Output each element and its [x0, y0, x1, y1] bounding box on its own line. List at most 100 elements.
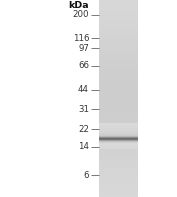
Bar [99, 132, 138, 133]
Bar [99, 169, 138, 172]
Text: 22: 22 [78, 125, 89, 134]
Bar [99, 123, 138, 124]
Bar [99, 147, 138, 150]
Bar [99, 14, 138, 17]
Bar [99, 143, 138, 144]
Bar [99, 165, 138, 167]
Bar [99, 147, 138, 148]
Bar [99, 155, 138, 158]
Bar [99, 54, 138, 57]
Bar [99, 2, 138, 5]
Bar [99, 144, 138, 145]
Bar [99, 17, 138, 20]
Bar [99, 9, 138, 12]
Bar [99, 120, 138, 123]
Bar [99, 93, 138, 96]
Bar [99, 0, 138, 2]
Bar [99, 179, 138, 182]
Bar [99, 69, 138, 72]
Bar [99, 194, 138, 197]
Text: 116: 116 [73, 34, 89, 43]
Bar [99, 157, 138, 160]
Bar [99, 118, 138, 121]
Bar [99, 140, 138, 143]
Bar [99, 123, 138, 126]
Bar [99, 139, 138, 140]
Bar [99, 136, 138, 137]
Bar [99, 56, 138, 59]
Bar [99, 22, 138, 25]
Bar [99, 134, 138, 135]
Bar [99, 34, 138, 37]
Text: 6: 6 [84, 171, 89, 180]
Bar [99, 184, 138, 187]
Bar [99, 142, 138, 143]
Bar [99, 39, 138, 42]
Bar [99, 177, 138, 180]
Bar [99, 167, 138, 170]
Bar [99, 192, 138, 195]
Bar [99, 145, 138, 148]
Text: 14: 14 [78, 142, 89, 151]
Bar [99, 113, 138, 116]
Bar [99, 88, 138, 91]
Bar [99, 7, 138, 10]
Bar [99, 98, 138, 101]
Bar [99, 134, 138, 135]
Bar [99, 101, 138, 103]
Bar [99, 19, 138, 22]
Bar [99, 49, 138, 52]
Bar [99, 133, 138, 134]
Bar [99, 110, 138, 113]
Bar [99, 128, 138, 130]
Bar [99, 187, 138, 190]
Bar [99, 137, 138, 138]
Bar [99, 138, 138, 139]
Bar [99, 126, 138, 127]
Bar [99, 125, 138, 126]
Bar [99, 78, 138, 81]
Bar [99, 51, 138, 54]
Bar [99, 103, 138, 106]
Bar [99, 59, 138, 61]
Bar [99, 146, 138, 147]
Bar [99, 135, 138, 136]
Bar [99, 150, 138, 153]
Bar [99, 76, 138, 79]
Bar [99, 32, 138, 34]
Bar [99, 24, 138, 27]
Bar [99, 142, 138, 145]
Bar [99, 137, 138, 138]
Bar [99, 140, 138, 141]
Bar [99, 148, 138, 149]
Bar [99, 125, 138, 128]
Bar [99, 141, 138, 142]
Bar [99, 140, 138, 141]
Bar [99, 37, 138, 39]
Bar [99, 160, 138, 163]
Bar [99, 46, 138, 49]
Bar [99, 29, 138, 32]
Text: 97: 97 [78, 44, 89, 53]
Bar [99, 138, 138, 139]
Bar [99, 96, 138, 98]
Bar [99, 133, 138, 136]
Bar [99, 136, 138, 137]
Bar [99, 71, 138, 74]
Bar [99, 42, 138, 44]
Bar [99, 129, 138, 130]
Bar [99, 44, 138, 47]
Bar [99, 131, 138, 132]
Bar [99, 83, 138, 86]
Bar [99, 5, 138, 7]
Text: 44: 44 [78, 85, 89, 94]
Bar [99, 145, 138, 146]
Bar [99, 133, 138, 134]
Bar [99, 132, 138, 133]
Bar [99, 108, 138, 111]
Bar [99, 115, 138, 118]
Text: 66: 66 [78, 61, 89, 71]
Bar [99, 182, 138, 185]
Bar [99, 139, 138, 140]
Bar [99, 130, 138, 131]
